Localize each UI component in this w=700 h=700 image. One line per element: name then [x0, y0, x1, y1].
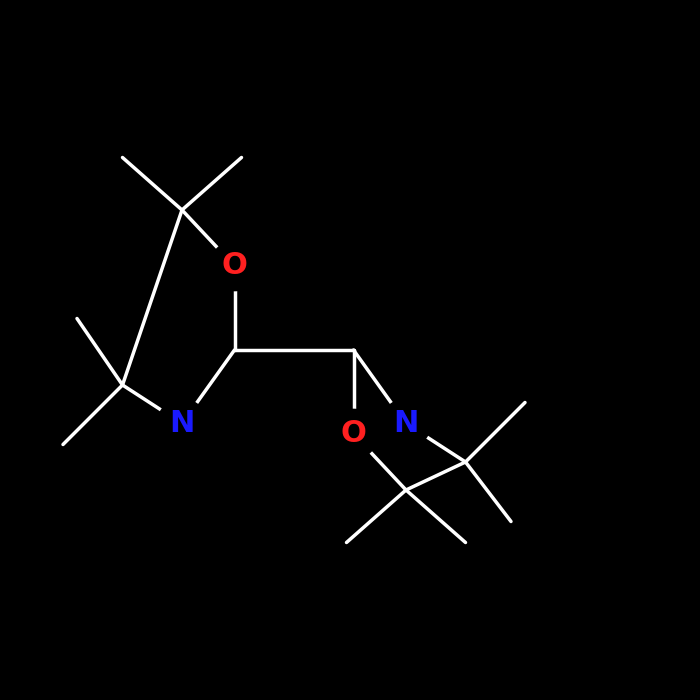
Text: O: O	[341, 419, 366, 449]
Text: N: N	[393, 409, 419, 438]
Text: O: O	[222, 251, 247, 281]
Text: N: N	[169, 409, 195, 438]
Circle shape	[382, 399, 430, 448]
Circle shape	[210, 241, 259, 290]
Circle shape	[329, 410, 378, 459]
Circle shape	[158, 399, 206, 448]
